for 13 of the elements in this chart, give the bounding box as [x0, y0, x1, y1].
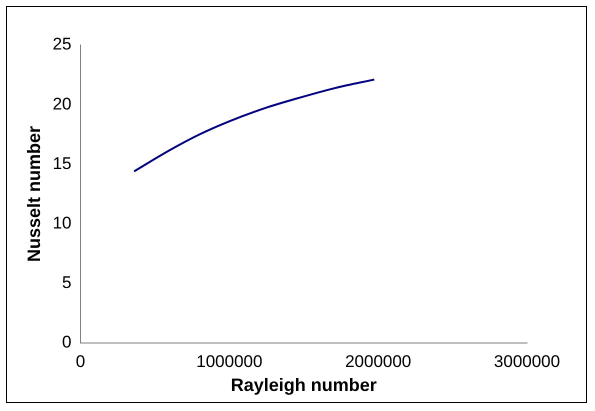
x-tick-label: 2000000	[345, 352, 412, 371]
y-tick-label: 25	[52, 34, 72, 54]
y-tick-label: 15	[52, 154, 72, 173]
y-axis-title: Nusselt number	[24, 126, 44, 262]
x-axis-title: Rayleigh number	[230, 375, 377, 396]
x-tick-label: 3000000	[494, 352, 560, 371]
y-tick-label: 0	[62, 332, 72, 352]
line-series	[133, 78, 376, 172]
y-tick-label: 10	[52, 213, 72, 232]
x-tick-label: 0	[76, 352, 86, 371]
y-tick-label: 5	[62, 273, 72, 292]
y-tick-label: 20	[52, 94, 72, 114]
x-tick-label: 1000000	[196, 352, 262, 371]
